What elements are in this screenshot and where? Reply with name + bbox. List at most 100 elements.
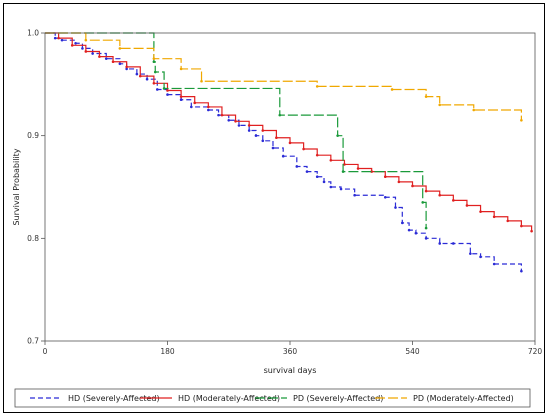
censor-marker <box>336 134 339 137</box>
legend: HD (Severely-Affected) HD (Moderately-Aff… <box>30 394 514 403</box>
plot-layer <box>45 32 533 273</box>
censor-marker <box>390 88 394 91</box>
censor-marker <box>200 79 203 83</box>
censor-marker <box>207 108 210 112</box>
series-pd-severely-affected <box>45 32 428 230</box>
censor-marker <box>275 136 278 140</box>
y-tick-label: 1.0 <box>27 29 39 38</box>
censor-marker <box>530 229 533 233</box>
censor-marker <box>414 231 418 235</box>
censor-marker <box>383 195 387 199</box>
plot-area-border <box>44 32 536 342</box>
censor-marker <box>341 170 345 173</box>
censor-marker <box>322 180 326 184</box>
censor-marker <box>281 154 285 158</box>
series-hd-moderately-affected <box>45 32 533 233</box>
censor-marker <box>424 237 428 240</box>
censor-marker <box>84 50 88 53</box>
series-line <box>45 32 427 229</box>
censor-marker <box>438 242 442 245</box>
censor-marker <box>261 139 265 143</box>
censor-marker <box>81 47 84 50</box>
series-hd-severely-affected <box>45 32 523 273</box>
censor-marker <box>193 101 197 105</box>
censor-marker <box>492 215 496 219</box>
censor-marker <box>190 105 193 109</box>
censor-marker <box>60 38 64 42</box>
censor-marker <box>118 47 122 50</box>
censor-marker <box>438 193 442 197</box>
censor-marker <box>179 95 183 98</box>
censor-marker <box>179 67 183 71</box>
censor-marker <box>424 95 428 98</box>
censor-marker <box>353 193 356 197</box>
censor-marker <box>315 85 319 88</box>
censor-marker <box>472 108 476 112</box>
censor-marker <box>166 93 169 96</box>
legend-entry-pd-severely-affected: PD (Severely-Affected) <box>255 394 383 403</box>
y-tick-label: 0.7 <box>27 337 39 346</box>
censor-marker <box>237 124 241 127</box>
censor-marker <box>278 113 282 117</box>
censor-marker <box>207 105 210 109</box>
censor-marker <box>217 113 220 117</box>
series-line <box>45 32 522 121</box>
censor-marker <box>465 204 469 207</box>
x-axis-label: survival days <box>264 366 317 375</box>
censor-marker <box>271 146 275 150</box>
y-axis-label: Survival Probability <box>12 148 21 225</box>
censor-marker <box>118 62 122 66</box>
censor-marker <box>421 201 425 204</box>
censor-marker <box>329 185 333 189</box>
censor-marker <box>407 228 411 232</box>
x-tick-label: 180 <box>160 347 175 356</box>
censor-marker <box>305 170 309 173</box>
legend-entry-hd-moderately-affected: HD (Moderately-Affected) <box>140 394 280 403</box>
censor-marker <box>394 206 397 209</box>
censor-marker <box>74 41 77 45</box>
censor-marker <box>234 119 237 123</box>
censor-marker <box>84 38 88 42</box>
censor-marker <box>247 124 251 127</box>
censor-marker <box>520 224 523 228</box>
censor-marker <box>400 221 404 225</box>
series-pd-moderately-affected <box>45 32 523 122</box>
censor-marker <box>506 219 510 223</box>
censor-marker <box>91 52 94 55</box>
censor-marker <box>329 159 333 162</box>
censor-marker <box>469 252 472 256</box>
censor-marker <box>452 242 455 245</box>
x-tick-label: 360 <box>283 347 298 356</box>
series-line <box>45 32 522 272</box>
censor-marker <box>295 165 299 168</box>
censor-marker <box>315 153 319 157</box>
censor-marker <box>411 184 414 188</box>
censor-marker <box>166 89 169 92</box>
censor-marker <box>104 57 108 60</box>
censor-marker <box>125 67 128 71</box>
censor-marker <box>424 189 428 193</box>
censor-marker <box>356 167 360 170</box>
censor-marker <box>452 199 455 202</box>
censor-marker <box>254 134 258 137</box>
censor-marker <box>288 141 292 145</box>
censor-marker <box>383 175 387 179</box>
y-tick-label: 0.9 <box>27 131 39 140</box>
censor-marker <box>479 255 482 259</box>
series-line <box>45 32 533 232</box>
censor-marker <box>370 170 373 173</box>
censor-marker <box>397 180 401 184</box>
censor-marker <box>152 82 156 85</box>
x-tick-label: 0 <box>43 347 48 356</box>
censor-marker <box>520 118 523 122</box>
y-tick-label: 0.8 <box>27 234 39 243</box>
legend-label: PD (Severely-Affected) <box>293 394 383 403</box>
censor-marker <box>125 65 128 69</box>
censor-marker <box>339 187 343 191</box>
x-tick-label: 720 <box>528 347 543 356</box>
legend-label: HD (Severely-Affected) <box>68 394 160 403</box>
legend-entry-pd-moderately-affected: PD (Moderately-Affected) <box>375 394 514 403</box>
censor-marker <box>479 210 482 213</box>
censor-marker <box>261 129 265 132</box>
